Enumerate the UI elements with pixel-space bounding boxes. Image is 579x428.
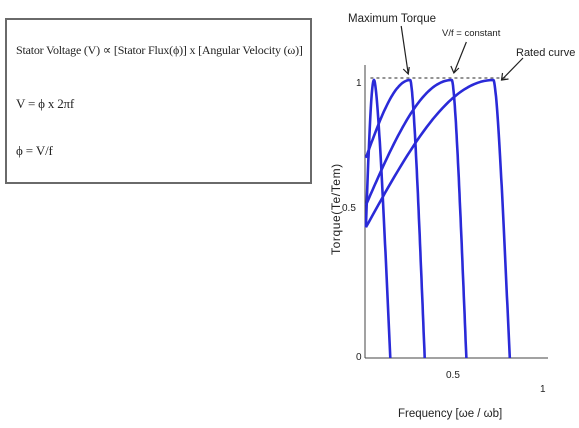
formula-box: Stator Voltage (V) ∝ [Stator Flux(ϕ)] x …: [5, 18, 312, 184]
y-tick-label-0: 0: [356, 352, 362, 363]
formula-stator-voltage: Stator Voltage (V) ∝ [Stator Flux(ϕ)] x …: [16, 43, 303, 57]
annotation-vf-constant: V/f = constant: [442, 28, 501, 39]
formula-flux-equation: ϕ = V/f: [16, 143, 53, 158]
y-tick-label-1: 1: [356, 78, 362, 89]
vf-constant-arrow: [450, 41, 467, 75]
x-axis-label: Frequency [ωe / ωb]: [398, 408, 502, 420]
annotation-max-torque: Maximum Torque: [348, 13, 436, 25]
torque-curve-2: [364, 78, 426, 359]
formula-voltage-equation: V = ϕ x 2πf: [16, 96, 75, 111]
x-tick-label-0.5: 0.5: [446, 370, 460, 381]
rated-curve-arrow: [500, 57, 524, 81]
annotation-rated-curve: Rated curve: [516, 47, 575, 59]
y-axis-label: Torque(Te/Tem): [329, 163, 343, 255]
torque-curve-4: [364, 78, 512, 359]
torque-curve-3: [364, 78, 468, 359]
torque-frequency-chart: Maximum Torque V/f = constant Rated curv…: [318, 0, 579, 428]
chart-svg: Maximum Torque V/f = constant Rated curv…: [329, 13, 575, 420]
y-tick-label-0.5: 0.5: [342, 203, 356, 214]
max-torque-arrow: [400, 25, 410, 76]
x-tick-label-1: 1: [540, 384, 546, 395]
